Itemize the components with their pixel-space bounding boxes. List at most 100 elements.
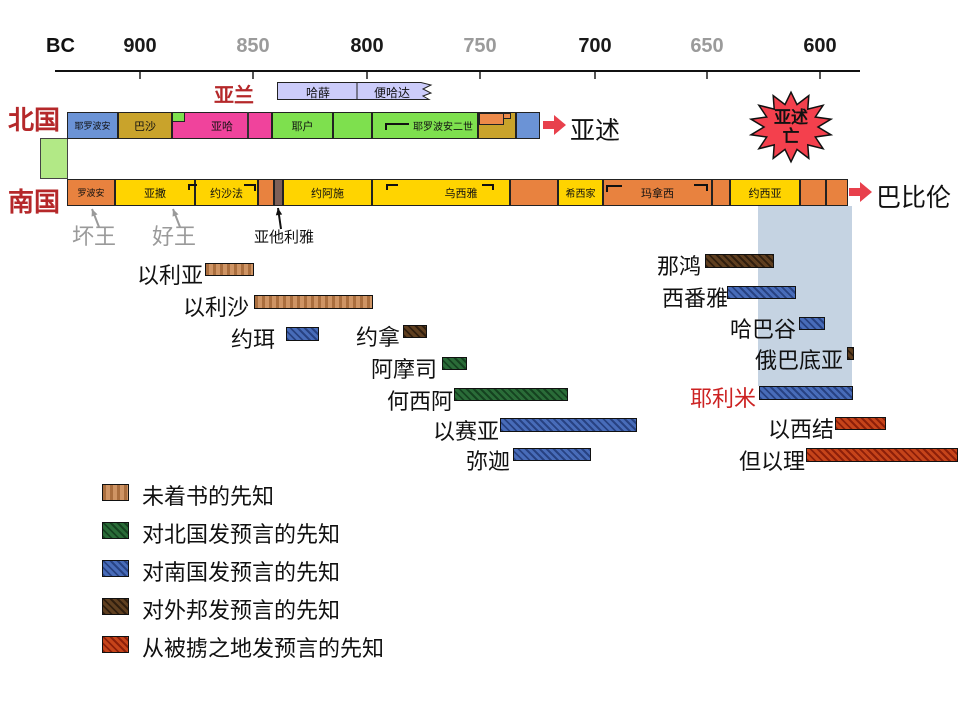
prophet-name: 以利沙 [183,295,250,320]
axis-tick-label: 650 [690,35,724,57]
king-segment: 约沙法 [195,179,258,206]
aram-king-label: 便哈达 [373,86,410,100]
prophet-ministry-bar [513,448,591,461]
axis-tick-mark [479,72,481,79]
starburst-text: 亚述 亡 [774,108,808,146]
king-segment: 希西家 [558,179,603,206]
north-kingdom-title: 北国 [8,105,61,135]
king-segment: 罗波安 [67,179,115,206]
king-bar-detail [172,112,185,122]
axis-tick-mark [594,72,596,79]
king-bar-detail [694,184,708,191]
king-segment [258,179,274,206]
king-segment: 巴沙 [118,112,172,139]
king-segment: 玛拿西 [603,179,712,206]
prophet-name: 俄巴底亚 [755,348,844,373]
legend-swatch [102,636,129,653]
aram-king-label: 哈薛 [305,86,330,100]
king-bar-detail [244,184,256,191]
prophet-ministry-bar [705,254,774,268]
prophet-name: 约珥 [231,327,276,352]
king-bar-detail [386,184,398,190]
assyria-label: 亚述 [570,117,621,145]
prophet-name: 那鸿 [657,254,702,279]
prophet-ministry-bar [727,286,796,299]
prophet-ministry-bar [806,448,958,462]
king-bar-detail [385,123,409,130]
axis-tick-label: 800 [350,35,384,57]
king-bar-detail [479,113,504,125]
axis-tick-label: 900 [123,35,157,57]
interregnum-block [40,138,68,179]
legend-label: 从被掳之地发预言的先知 [142,636,385,661]
axis-tick-label: 850 [236,35,270,57]
prophet-name: 以西结 [768,417,835,442]
starburst-line1: 亚述 [774,108,808,127]
aram-title: 亚兰 [214,85,254,107]
prophet-name: 耶利米 [690,386,757,411]
prophet-name: 何西阿 [387,389,454,414]
king-segment [510,179,558,206]
prophet-ministry-bar [759,386,853,400]
king-segment [274,179,283,206]
legend-swatch [102,484,129,501]
prophet-ministry-bar [442,357,467,370]
prophet-ministry-bar [847,347,854,360]
king-bar-detail [247,112,249,138]
king-segment [516,112,540,139]
king-bar-detail [188,184,197,190]
prophet-ministry-bar [454,388,568,401]
prophet-name: 阿摩司 [371,357,438,382]
prophet-ministry-bar [799,317,825,330]
axis-tick-mark [706,72,708,79]
prophet-ministry-bar [835,417,886,430]
legend-label: 对外邦发预言的先知 [142,598,341,623]
prophet-name: 约拿 [356,325,401,350]
prophet-name: 西番雅 [662,286,729,311]
prophet-name: 弥迦 [466,449,511,474]
axis-bc-label: BC [46,35,75,57]
prophet-ministry-bar [254,295,373,309]
prophet-name: 以利亚 [137,263,204,288]
babylon-label: 巴比伦 [876,184,952,212]
athaliah-note: 亚他利雅 [254,229,315,246]
king-segment: 乌西雅 [372,179,510,206]
prophet-ministry-bar [403,325,427,338]
king-segment: 约西亚 [730,179,800,206]
king-segment: 约阿施 [283,179,372,206]
axis-tick-mark [366,72,368,79]
axis-tick-mark [819,72,821,79]
king-segment: 耶户 [272,112,333,139]
legend-label: 对南国发预言的先知 [142,560,341,585]
bad-king-note: 坏王 [72,224,117,249]
axis-tick-label: 700 [578,35,612,57]
axis-tick-label: 750 [463,35,497,57]
axis-baseline [55,70,860,72]
prophet-ministry-bar [205,263,254,276]
king-bar-detail [606,185,622,192]
prophet-name: 以赛亚 [433,419,500,444]
king-segment [712,179,730,206]
south-kingdom-title: 南国 [8,187,61,217]
king-bar-detail [503,113,511,119]
king-segment [826,179,848,206]
legend-swatch [102,560,129,577]
legend-label: 未着书的先知 [142,484,275,509]
king-segment: 亚撒 [115,179,195,206]
starburst-line2: 亡 [782,127,800,146]
king-segment: 亚哈 [172,112,272,139]
king-segment [800,179,826,206]
king-bar-detail [482,184,494,190]
king-segment: 耶罗波安二世 [372,112,478,139]
prophet-name: 哈巴谷 [730,317,797,342]
legend-swatch [102,598,129,615]
axis-tick-mark [139,72,141,79]
axis-tick-label: 600 [803,35,837,57]
prophet-ministry-bar [286,327,319,341]
prophet-ministry-bar [500,418,637,432]
king-segment: 耶罗波安 [67,112,118,139]
legend-swatch [102,522,129,539]
legend-label: 对北国发预言的先知 [142,522,341,547]
prophet-name: 但以理 [739,449,806,474]
